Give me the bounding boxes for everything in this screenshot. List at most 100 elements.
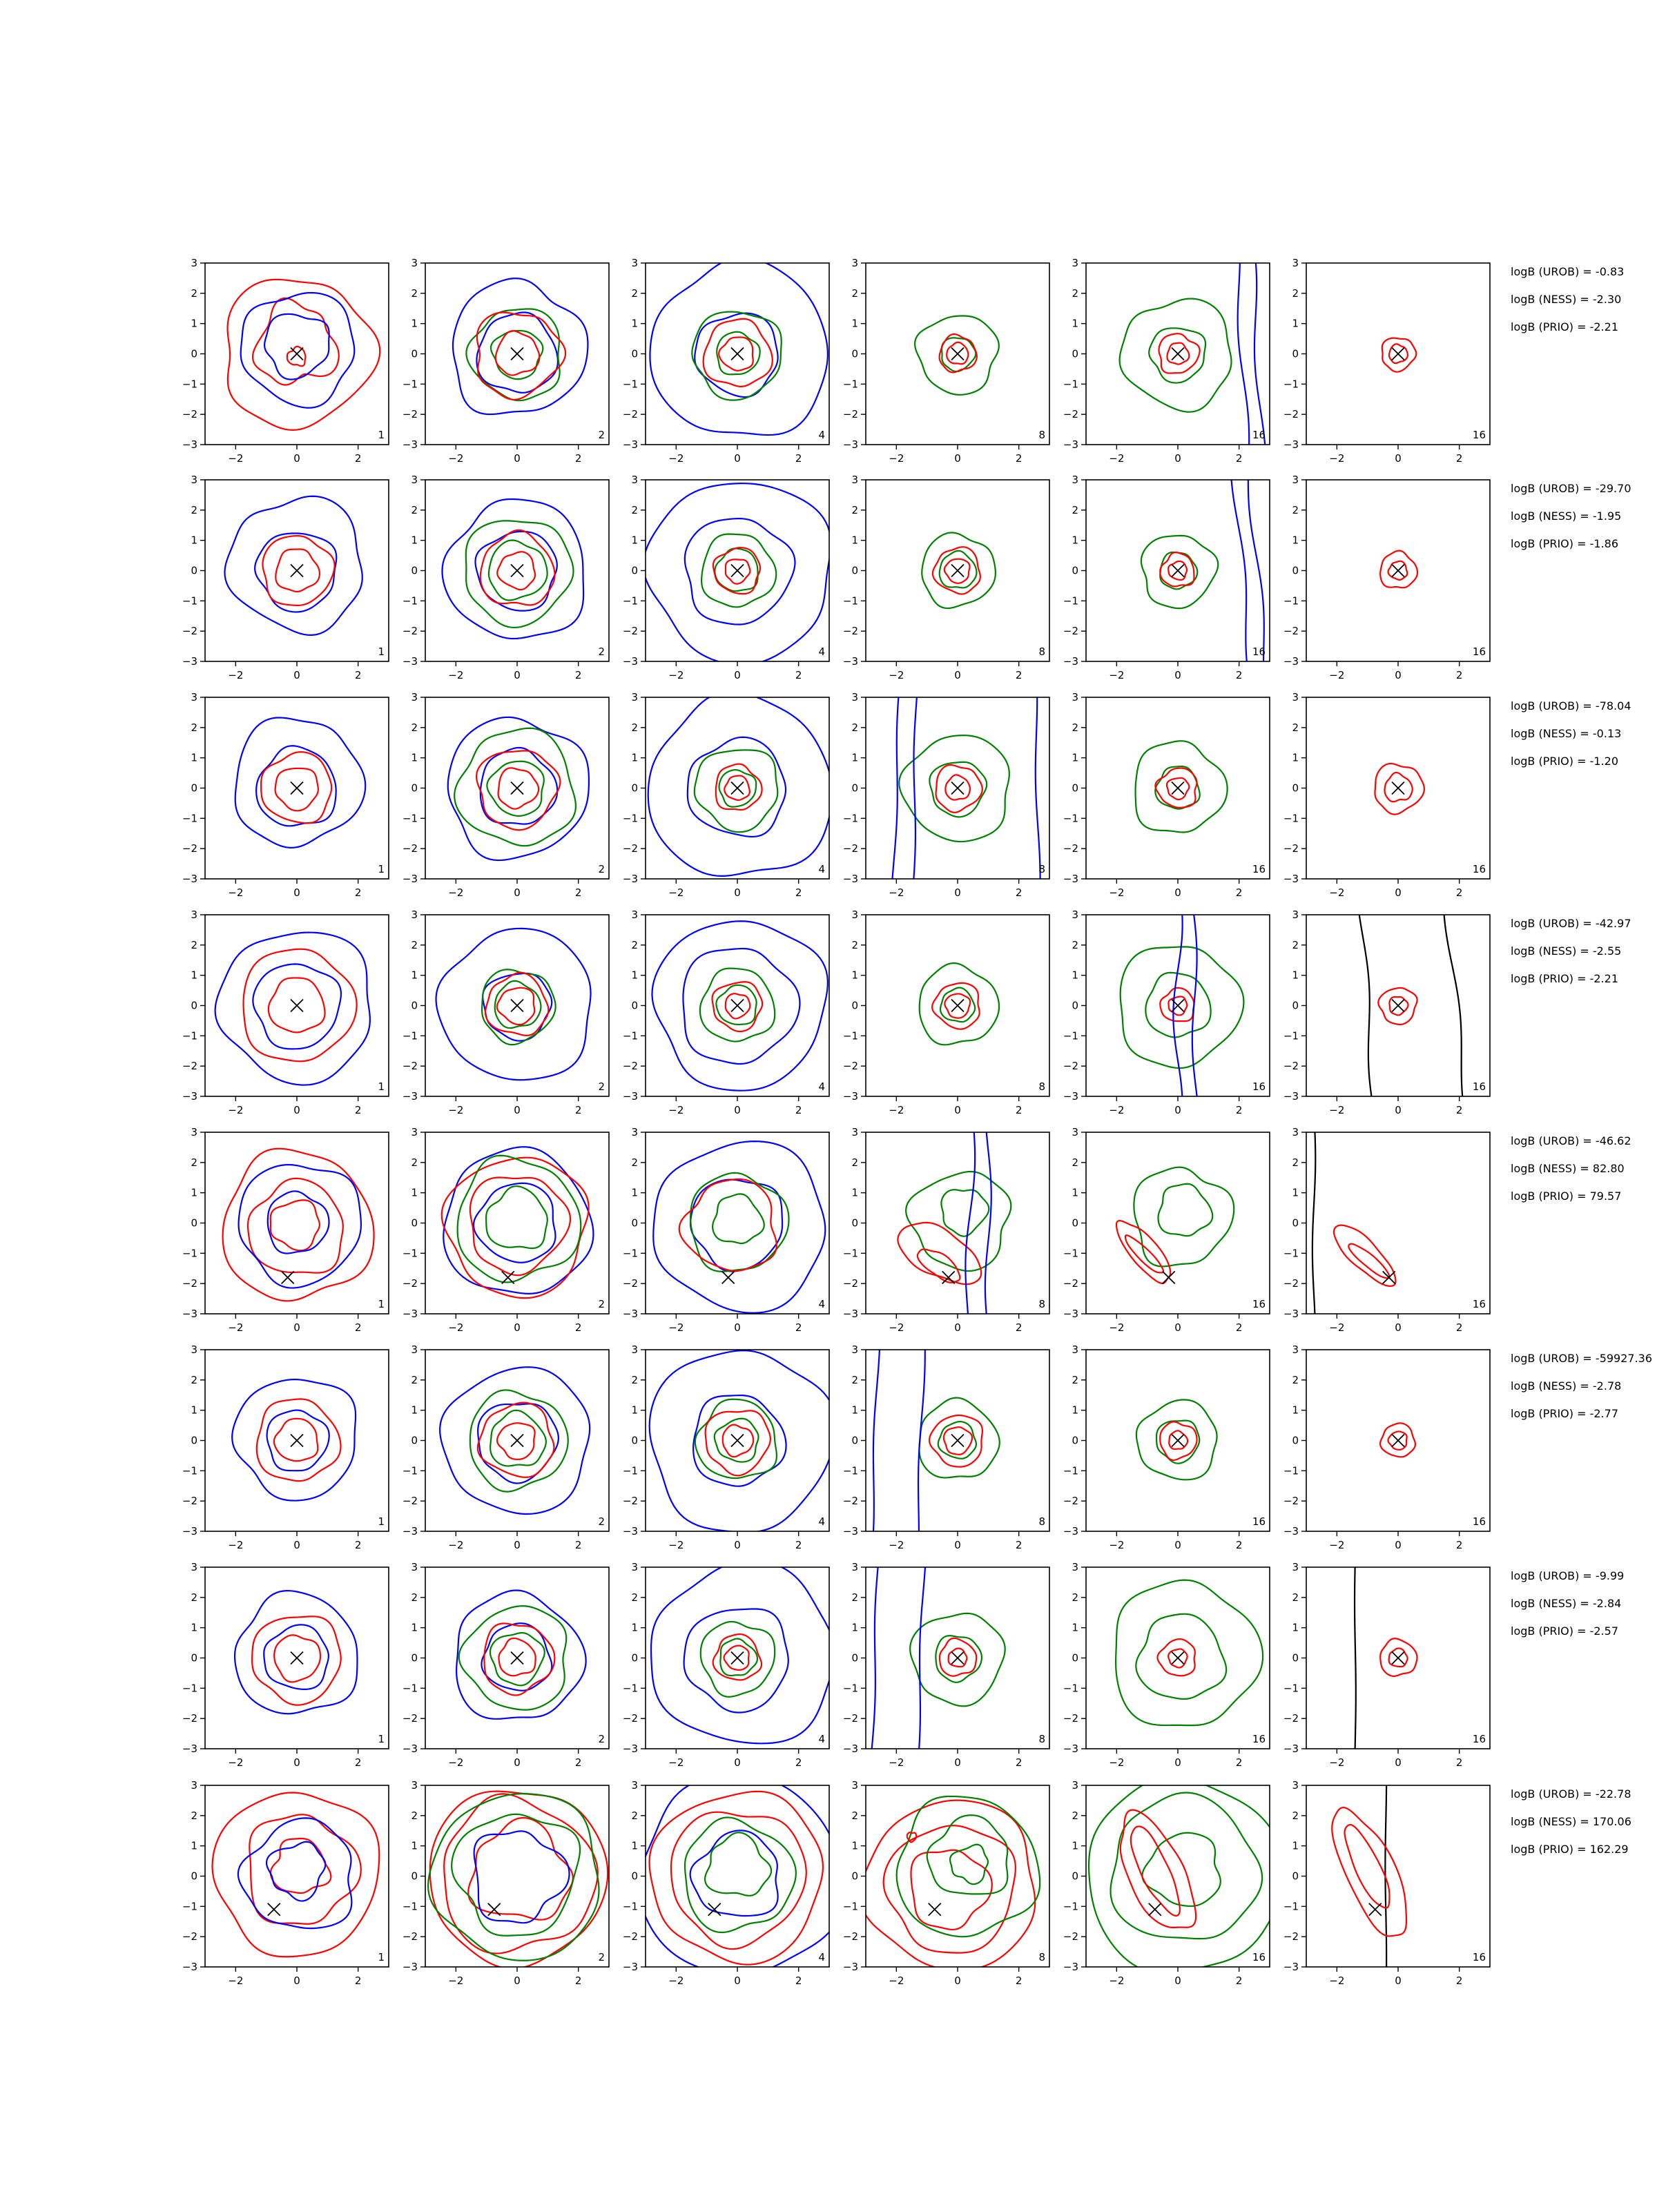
axes-frame — [1085, 1132, 1270, 1314]
y-tick-label: 1 — [851, 1840, 858, 1852]
contour-blue-2 — [472, 1182, 556, 1263]
y-tick-label: −2 — [1063, 625, 1078, 637]
y-tick-label: −2 — [1063, 408, 1078, 420]
y-tick-label: 3 — [1292, 1126, 1299, 1138]
x-tick-label: −2 — [448, 886, 463, 899]
logb-annotation: logB (UROB) = -0.83 — [1511, 265, 1625, 278]
y-tick-label: 1 — [191, 1187, 197, 1199]
contour-green-3 — [701, 533, 777, 608]
x-tick-label: −2 — [889, 1539, 904, 1551]
contour-red-6 — [498, 1637, 536, 1677]
contour-red-4 — [1167, 996, 1188, 1016]
y-tick-label: 1 — [411, 534, 418, 547]
marker-x — [1391, 563, 1405, 578]
contour-red-4 — [670, 1811, 807, 1950]
x-tick-label: 0 — [514, 1104, 521, 1116]
contour-red-3 — [467, 1816, 574, 1921]
y-tick-label: 1 — [1072, 318, 1078, 330]
panel-label: 4 — [818, 1515, 825, 1528]
contour-red-2 — [1333, 1224, 1397, 1287]
panel-label: 4 — [818, 1298, 825, 1310]
contour-group — [1134, 740, 1228, 833]
contour-green-1 — [1119, 946, 1245, 1069]
logb-annotation: logB (PRIO) = -2.77 — [1511, 1407, 1618, 1420]
x-tick-label: 0 — [734, 1104, 741, 1116]
contour-red-5 — [678, 1178, 777, 1272]
panel-label: 16 — [1473, 1733, 1486, 1745]
y-tick-label: 3 — [191, 1343, 197, 1356]
panel-r2-c2: −2 0 2 −3 −2 −1 0 1 2 3 2 — [403, 474, 610, 681]
marker-x — [510, 1433, 524, 1448]
y-tick-label: 2 — [1072, 1810, 1078, 1822]
y-tick-label: 3 — [1292, 909, 1299, 921]
y-tick-label: 2 — [1292, 504, 1299, 516]
contour-blue-2 — [683, 1608, 789, 1714]
contour-green-6 — [704, 1832, 773, 1896]
marker-x — [1391, 781, 1405, 795]
contour-red-6 — [724, 993, 751, 1020]
contour-green-1 — [1135, 1399, 1218, 1481]
y-tick-label: −3 — [182, 1743, 197, 1755]
y-tick-label: 2 — [411, 504, 418, 516]
y-tick-label: 1 — [1072, 1404, 1078, 1417]
y-tick-label: −3 — [182, 438, 197, 451]
contour-blue-2 — [692, 1395, 787, 1487]
contour-green-1 — [921, 532, 996, 610]
y-tick-label: 0 — [1292, 782, 1299, 795]
y-tick-label: 0 — [411, 782, 418, 795]
x-tick-label: 2 — [1236, 1975, 1243, 1987]
contour-red-4 — [944, 774, 971, 801]
y-tick-label: 3 — [411, 257, 418, 269]
marker-x — [290, 347, 304, 361]
contour-group — [1379, 1422, 1417, 1458]
marker-x — [290, 1651, 304, 1665]
contour-red-3 — [269, 1199, 320, 1252]
y-tick-label: 1 — [191, 1622, 197, 1634]
y-tick-label: −1 — [1283, 1029, 1299, 1042]
y-tick-label: −3 — [1063, 1525, 1078, 1537]
y-tick-label: 2 — [191, 1810, 197, 1822]
y-tick-label: 2 — [1292, 1156, 1299, 1169]
contour-red-1 — [1379, 550, 1419, 589]
y-tick-label: 1 — [1072, 752, 1078, 764]
y-tick-label: 1 — [631, 1187, 638, 1199]
y-tick-label: −2 — [623, 1495, 638, 1507]
contour-green-4 — [489, 1632, 545, 1687]
y-tick-label: 3 — [191, 909, 197, 921]
contour-green-2 — [1135, 1613, 1228, 1700]
y-tick-label: −2 — [1063, 1930, 1078, 1943]
contour-red-5 — [479, 529, 556, 606]
contour-red-3 — [1344, 1823, 1390, 1909]
x-tick-label: 2 — [355, 1539, 362, 1551]
y-tick-label: 3 — [1292, 1343, 1299, 1356]
x-tick-label: −2 — [1109, 669, 1124, 681]
y-tick-label: 3 — [1292, 1561, 1299, 1573]
contour-red-2 — [251, 297, 340, 386]
y-tick-label: 3 — [1292, 1779, 1299, 1792]
contour-group — [918, 962, 1000, 1046]
panel-label: 4 — [818, 1951, 825, 1963]
marker-x — [510, 998, 524, 1013]
y-tick-label: 3 — [411, 909, 418, 921]
y-tick-label: −3 — [1283, 873, 1299, 885]
x-tick-label: −2 — [228, 452, 243, 465]
y-tick-label: 1 — [411, 1840, 418, 1852]
contour-group — [1311, 1132, 1397, 1314]
x-tick-label: 2 — [355, 1756, 362, 1769]
contour-group — [897, 1132, 1012, 1314]
marker-x — [290, 563, 304, 578]
x-tick-label: −2 — [228, 1975, 243, 1987]
contour-red-6 — [718, 336, 754, 371]
marker-x — [1171, 347, 1185, 361]
contour-green-1 — [918, 1397, 1000, 1479]
x-tick-label: 0 — [514, 1756, 521, 1769]
marker-x — [510, 781, 524, 795]
x-tick-label: 0 — [514, 886, 521, 899]
panel-label: 1 — [378, 1733, 385, 1745]
contour-green-4 — [715, 984, 757, 1026]
contour-green-4 — [712, 1193, 765, 1245]
x-tick-label: −2 — [889, 1321, 904, 1334]
y-tick-label: 3 — [631, 1779, 638, 1792]
y-tick-label: 1 — [1292, 752, 1299, 764]
y-tick-label: 3 — [631, 1561, 638, 1573]
